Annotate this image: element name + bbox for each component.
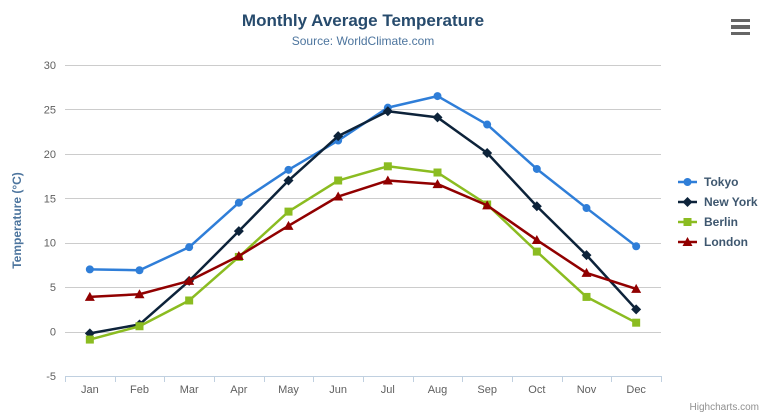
y-axis-label: 10 (44, 238, 56, 250)
x-axis-label: Jun (329, 384, 347, 396)
series-new-york (84, 106, 642, 339)
x-axis-label: Apr (230, 384, 247, 396)
series-marker-square (284, 207, 293, 216)
series-marker-circle (85, 265, 94, 274)
series-marker-diamond (682, 197, 693, 207)
grid-lines (65, 65, 661, 377)
series-marker-diamond (482, 147, 493, 158)
legend-item-tokyo[interactable]: Tokyo (676, 172, 758, 192)
hamburger-menu-icon (730, 31, 750, 36)
x-axis-labels: Jan Feb Mar Apr May Jun Jul Aug Sep Oct Nov Dec (81, 384, 646, 396)
x-axis-label: Sep (477, 384, 497, 396)
x-axis-label: Feb (130, 384, 149, 396)
credits-link[interactable]: Highcharts.com (689, 402, 759, 413)
series-marker-triangle (531, 235, 542, 245)
x-axis-label: Jul (381, 384, 395, 396)
hamburger-menu-icon (730, 25, 750, 29)
series-marker-circle (582, 204, 591, 213)
series-marker-circle (185, 243, 194, 252)
series-marker-triangle (581, 267, 592, 277)
series-marker-diamond (382, 106, 393, 117)
y-axis-label: 30 (44, 60, 56, 72)
series-line (88, 109, 638, 335)
series-marker-square (532, 247, 541, 256)
legend-label: Tokyo (704, 175, 739, 189)
legend-item-berlin[interactable]: Berlin (676, 212, 758, 232)
x-axis-label: Mar (180, 384, 199, 396)
series-marker-circle (683, 178, 692, 186)
series-marker-diamond (581, 250, 592, 261)
series-marker-triangle (432, 179, 443, 189)
legend-marker-square-icon (678, 218, 697, 226)
y-axis-label: -5 (46, 371, 56, 383)
series-marker-diamond (631, 304, 642, 315)
x-axis-label: Jan (81, 384, 99, 396)
series-marker-triangle (184, 275, 195, 285)
y-axis-labels: -5 0 5 10 15 20 25 30 (44, 60, 56, 383)
series-marker-diamond (233, 226, 244, 237)
series-marker-square (383, 162, 392, 171)
series-marker-square (135, 322, 144, 331)
y-axis-label: 20 (44, 149, 56, 161)
legend-marker-diamond-icon (678, 197, 697, 207)
y-axis-label: 5 (50, 282, 56, 294)
series-marker-diamond (283, 175, 294, 186)
series-marker-triangle (84, 291, 95, 301)
series-marker-square (85, 335, 94, 344)
y-axis-label: 15 (44, 193, 56, 205)
series-marker-circle (483, 120, 492, 129)
series-marker-triangle (382, 175, 393, 185)
series-marker-circle (433, 92, 442, 101)
series-line (88, 179, 638, 299)
chart-subtitle: Source: WorldClimate.com (291, 34, 435, 48)
series-marker-diamond (531, 201, 542, 212)
series-marker-triangle (482, 200, 493, 210)
series-marker-square (433, 168, 442, 177)
series-marker-circle (284, 165, 293, 174)
series-marker-triangle (631, 283, 642, 293)
series-marker-circle (234, 198, 243, 207)
series-marker-triangle (333, 191, 344, 201)
series-london (84, 175, 642, 301)
series-marker-triangle (682, 237, 693, 246)
series-marker-triangle (233, 251, 244, 261)
series-marker-triangle (283, 220, 294, 230)
y-axis-title: Temperature (°C) (10, 172, 24, 269)
hamburger-menu-icon (730, 18, 750, 23)
x-axis-label: Aug (428, 384, 448, 396)
series-tokyo (85, 92, 641, 275)
legend-item-new-york[interactable]: New York (676, 192, 758, 212)
legend-label: New York (704, 195, 758, 209)
series-marker-circle (632, 242, 641, 251)
series-marker-square (185, 296, 194, 305)
series-marker-diamond (333, 131, 344, 142)
x-axis (65, 376, 662, 382)
y-axis-label: 25 (44, 104, 56, 116)
series-marker-square (632, 318, 641, 327)
legend-label: Berlin (704, 215, 739, 229)
x-axis-label: Dec (626, 384, 646, 396)
series-marker-circle (532, 164, 541, 173)
series-marker-square (582, 292, 591, 301)
legend-item-london[interactable]: London (676, 232, 758, 252)
legend-marker-triangle-icon (678, 237, 697, 246)
legend-marker-circle-icon (678, 178, 697, 186)
x-axis-label: Nov (577, 384, 597, 396)
y-axis-label: 0 (50, 327, 56, 339)
legend: Tokyo New York Berlin London (676, 172, 758, 252)
series-marker-diamond (432, 112, 443, 123)
series-marker-square (683, 218, 692, 226)
chart-title: Monthly Average Temperature (241, 11, 485, 30)
x-axis-label: May (278, 384, 299, 396)
legend-label: London (704, 235, 748, 249)
series-marker-circle (135, 266, 144, 275)
series-marker-triangle (134, 289, 145, 299)
series-line (88, 94, 638, 272)
context-menu-button[interactable] (726, 15, 754, 39)
series-marker-square (334, 176, 343, 185)
series-line (88, 165, 638, 341)
x-axis-label: Oct (528, 384, 545, 396)
